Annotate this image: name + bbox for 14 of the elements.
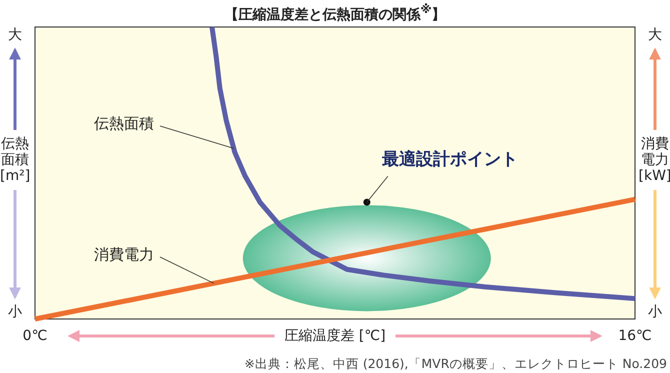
chart-title: 【圧縮温度差と伝熱面積の関係$^{※}$】 (224, 2, 446, 23)
y-axis-title: 伝熱面積[m²] (0, 136, 30, 184)
x-axis-title: 圧縮温度差 [℃] (284, 328, 386, 344)
text: 大 (8, 27, 22, 43)
text: 大 (648, 27, 662, 43)
x-tick-label: 0℃ (22, 328, 48, 344)
text: 伝熱面積 (94, 114, 154, 132)
x-tick-label: 16℃ (618, 328, 652, 344)
text: 消費電力 (94, 246, 154, 264)
text: ※出典：松尾、中西 (2016),「MVRの概要」、エレクトロヒート No.209 (244, 356, 667, 371)
text: 小 (648, 304, 662, 320)
annotation: 最適設計ポイント (382, 150, 518, 170)
y2-axis-title: 消費電力[kW] (638, 136, 670, 184)
text: 小 (8, 304, 22, 320)
